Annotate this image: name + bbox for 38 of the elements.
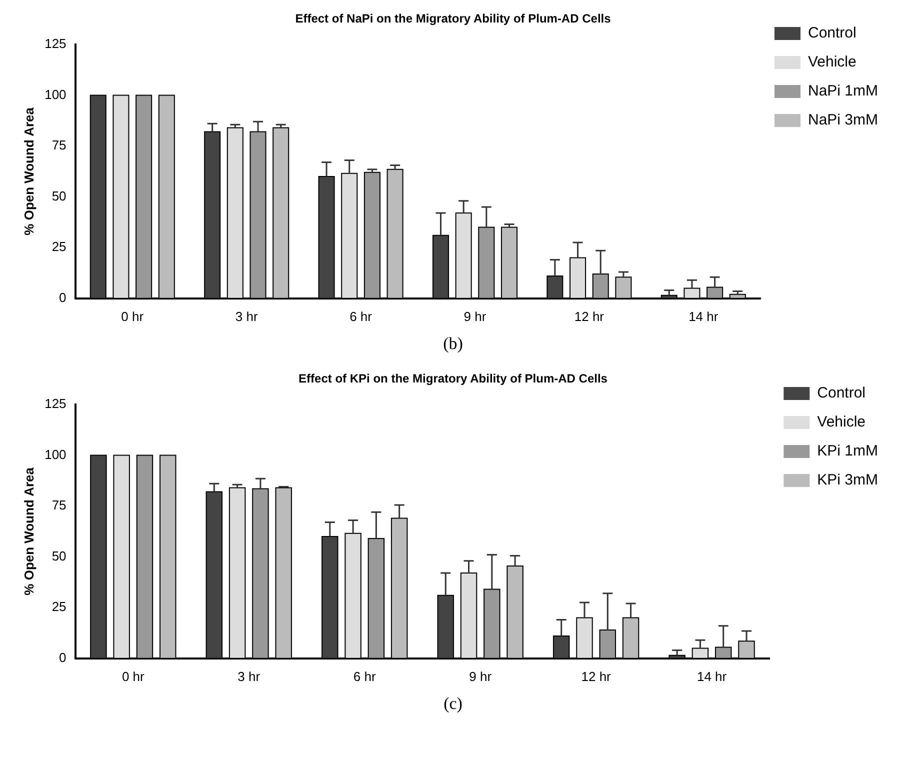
text: (c) bbox=[442, 694, 464, 714]
y-tick-label: 0 bbox=[59, 290, 66, 305]
y-tick-label: 50 bbox=[52, 548, 66, 564]
y-tick-label: 50 bbox=[52, 188, 66, 204]
y-tick-label: 25 bbox=[52, 599, 66, 614]
y-tick-label: 125 bbox=[44, 396, 66, 411]
x-tick-label: 0 hr bbox=[122, 668, 146, 684]
y-tick-label: 0 bbox=[59, 650, 66, 665]
y-tick-label: 75 bbox=[52, 138, 66, 153]
x-tick-label: 3 hr bbox=[235, 308, 258, 324]
legend-label: KPi 3mM bbox=[817, 472, 878, 489]
text: (b) bbox=[442, 334, 464, 354]
x-tick-label: 0 hr bbox=[121, 308, 144, 324]
y-axis-title: % Open Wound Area bbox=[21, 466, 36, 596]
x-tick-label: 12 hr bbox=[574, 308, 605, 324]
x-tick-label: 14 hr bbox=[696, 668, 728, 684]
legend-label: Vehicle bbox=[808, 54, 856, 71]
x-tick-label: 6 hr bbox=[353, 668, 376, 684]
x-tick-label: 3 hr bbox=[238, 668, 261, 684]
x-tick-label: 12 hr bbox=[581, 668, 612, 684]
x-tick-label: 9 hr bbox=[464, 308, 487, 324]
legend-label: NaPi 3mM bbox=[808, 112, 878, 129]
legend-label: Control bbox=[808, 24, 856, 42]
y-axis-title: % Open Wound Area bbox=[21, 106, 36, 236]
legend-label: KPi 1mM bbox=[817, 442, 878, 460]
y-tick-label: 100 bbox=[44, 86, 66, 102]
legend-label: Control bbox=[817, 384, 866, 402]
chart-title: Effect of NaPi on the Migratory Ability of Plum-AD Cells bbox=[295, 12, 612, 26]
legend-label: NaPi 1mM bbox=[808, 82, 878, 100]
y-tick-label: 25 bbox=[52, 239, 66, 254]
legend-label: Vehicle bbox=[817, 414, 866, 431]
x-tick-label: 6 hr bbox=[350, 308, 373, 324]
y-tick-label: 125 bbox=[44, 36, 66, 51]
x-tick-label: 14 hr bbox=[688, 308, 719, 324]
y-tick-label: 75 bbox=[52, 498, 66, 513]
y-tick-label: 100 bbox=[44, 446, 66, 462]
x-tick-label: 9 hr bbox=[469, 668, 492, 684]
chart-title: Effect of KPi on the Migratory Ability of Plum-AD Cells bbox=[298, 372, 608, 386]
